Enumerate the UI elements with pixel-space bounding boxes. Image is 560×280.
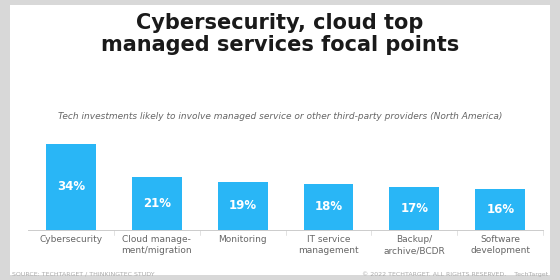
Text: 16%: 16% — [486, 203, 514, 216]
Text: 19%: 19% — [228, 199, 256, 212]
Text: 34%: 34% — [57, 180, 85, 193]
Bar — [475, 189, 525, 230]
Text: SOURCE: TECHTARGET / THINKINGTEC STUDY: SOURCE: TECHTARGET / THINKINGTEC STUDY — [12, 272, 155, 277]
Text: © 2022 TECHTARGET. ALL RIGHTS RESERVED.    TechTarget: © 2022 TECHTARGET. ALL RIGHTS RESERVED. … — [362, 271, 548, 277]
Bar — [390, 187, 439, 230]
Text: 21%: 21% — [143, 197, 171, 210]
Text: 18%: 18% — [315, 200, 343, 213]
Text: Tech investments likely to involve managed service or other third-party provider: Tech investments likely to involve manag… — [58, 112, 502, 121]
Text: Cybersecurity, cloud top
managed services focal points: Cybersecurity, cloud top managed service… — [101, 13, 459, 55]
Bar — [132, 177, 181, 230]
Bar — [304, 184, 353, 230]
Text: 17%: 17% — [400, 202, 428, 215]
Bar — [46, 144, 96, 230]
Bar — [218, 182, 268, 230]
